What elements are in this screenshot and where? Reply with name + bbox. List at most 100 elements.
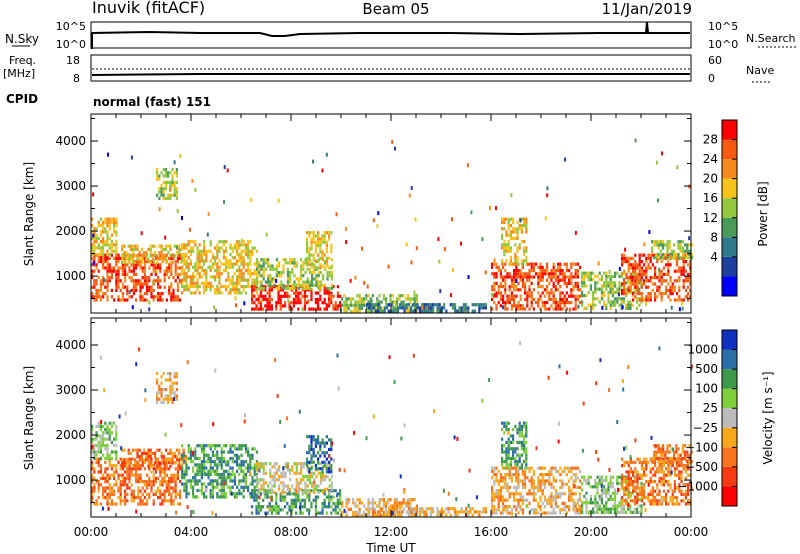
echo-cell <box>576 275 579 279</box>
echo-cell <box>187 275 190 279</box>
echo-cell <box>581 482 584 486</box>
echo-cell <box>203 466 206 470</box>
echo-cell <box>376 300 379 304</box>
echo-cell <box>509 236 512 240</box>
echo-cell <box>476 303 479 307</box>
echo-cell <box>218 286 221 291</box>
echo-cell <box>104 460 107 464</box>
echo-cell <box>662 292 665 296</box>
echo-cell <box>358 501 361 505</box>
echo-cell <box>432 303 435 307</box>
echo-cell <box>344 226 347 231</box>
echo-cell <box>253 272 256 276</box>
echo-cell <box>563 278 566 282</box>
echo-cell <box>170 502 173 506</box>
echo-cell <box>325 240 328 244</box>
echo-cell <box>559 269 562 273</box>
echo-cell <box>157 276 160 280</box>
echo-cell <box>216 463 219 467</box>
echo-cell <box>523 240 526 244</box>
echo-cell <box>247 466 250 470</box>
echo-cell <box>187 265 190 269</box>
echo-cell <box>167 180 170 184</box>
echo-cell <box>502 479 505 483</box>
echo-cell <box>371 498 374 502</box>
echo-cell <box>162 180 165 184</box>
echo-cell <box>106 217 109 221</box>
echo-cell <box>440 507 443 511</box>
echo-cell <box>286 501 289 506</box>
echo-cell <box>548 501 551 505</box>
echo-cell <box>497 489 500 493</box>
echo-cell <box>258 465 261 469</box>
echo-cell <box>121 247 124 251</box>
echo-cell <box>323 259 326 264</box>
echo-cell <box>95 460 98 464</box>
echo-cell <box>454 513 457 517</box>
echo-cell <box>565 301 568 305</box>
echo-cell <box>345 498 348 502</box>
echo-cell <box>209 249 212 253</box>
echo-cell <box>268 294 271 298</box>
echo-cell <box>400 300 403 304</box>
echo-cell <box>220 463 223 467</box>
echo-cell <box>317 291 320 295</box>
echo-cell <box>124 279 127 283</box>
echo-cell <box>516 220 519 224</box>
echo-cell <box>110 440 113 444</box>
echo-cell <box>119 496 122 500</box>
cpid-value: normal (fast) 151 <box>93 95 211 109</box>
echo-cell <box>515 265 518 269</box>
echo-cell <box>198 259 201 263</box>
echo-cell <box>339 495 342 499</box>
echo-cell <box>334 505 337 509</box>
echo-cell <box>621 292 624 296</box>
echo-cell <box>499 495 502 499</box>
echo-cell <box>271 264 274 268</box>
echo-cell <box>541 278 544 282</box>
echo-cell <box>192 240 195 244</box>
echo-cell <box>505 217 508 221</box>
echo-cell <box>521 275 524 279</box>
echo-cell <box>611 303 614 307</box>
echo-cell <box>568 485 571 489</box>
echo-cell <box>222 444 225 448</box>
echo-cell <box>290 307 293 311</box>
echo-cell <box>570 288 573 292</box>
echo-cell <box>154 470 157 474</box>
echo-cell <box>258 462 261 466</box>
echo-cell <box>684 288 687 292</box>
echo-cell <box>554 489 557 493</box>
echo-cell <box>524 479 527 483</box>
echo-cell <box>293 487 296 491</box>
echo-cell <box>358 510 361 515</box>
echo-cell <box>497 265 500 269</box>
echo-cell <box>501 243 504 247</box>
echo-cell <box>175 168 178 172</box>
echo-cell <box>618 274 621 278</box>
echo-cell <box>638 281 641 285</box>
echo-cell <box>506 485 509 489</box>
echo-cell <box>95 292 98 296</box>
echo-cell <box>211 466 214 470</box>
echo-cell <box>622 271 625 275</box>
echo-cell <box>525 463 528 467</box>
echo-cell <box>205 472 208 477</box>
echo-cell <box>504 505 507 509</box>
echo-cell <box>183 246 186 250</box>
echo-cell <box>520 259 523 263</box>
echo-cell <box>251 479 254 483</box>
echo-cell <box>314 297 317 302</box>
echo-cell <box>509 456 512 460</box>
echo-cell <box>139 285 142 289</box>
echo-cell <box>95 263 98 267</box>
echo-cell <box>295 297 298 302</box>
echo-cell <box>521 304 524 308</box>
echo-cell <box>515 466 518 470</box>
echo-cell <box>162 187 165 191</box>
echo-cell <box>106 453 109 457</box>
echo-cell <box>509 447 512 451</box>
echo-cell <box>317 307 320 311</box>
echo-cell <box>403 309 406 313</box>
echo-cell <box>319 441 322 445</box>
